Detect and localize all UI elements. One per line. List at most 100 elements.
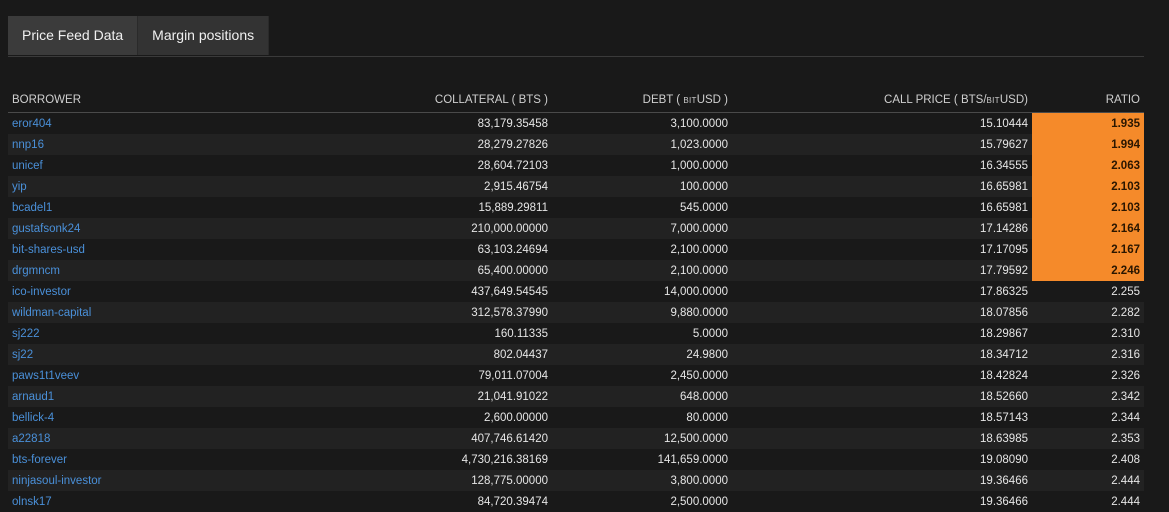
ratio-cell: 2.103 xyxy=(1032,176,1144,197)
table-row: a22818 407,746.61420 12,500.0000 18.63985 2.… xyxy=(8,428,1144,449)
debt-cell: 648.0000 xyxy=(552,386,732,407)
borrower-link[interactable]: bit-shares-usd xyxy=(12,243,85,256)
borrower-link[interactable]: unicef xyxy=(12,159,43,172)
tab-price-feed-data[interactable]: Price Feed Data xyxy=(8,16,139,55)
borrower-cell: ninjasoul-investor xyxy=(8,470,208,491)
debt-cell: 1,000.0000 xyxy=(670,159,728,172)
borrower-link[interactable]: olnsk17 xyxy=(12,495,52,508)
borrower-cell: nnp16 xyxy=(8,134,208,155)
collateral-cell: 28,279.27826 xyxy=(208,134,552,155)
borrower-link[interactable]: sj222 xyxy=(12,327,40,340)
table-row: nnp16 28,279.27826 1,023.0000 15.79627 1.994 xyxy=(8,134,1144,155)
collateral-cell: 83,179.35458 xyxy=(477,117,548,130)
ratio-cell: 1.935 xyxy=(1032,112,1144,134)
table-row: yip 2,915.46754 100.0000 16.65981 2.103 xyxy=(8,176,1144,197)
collateral-cell: 312,578.37990 xyxy=(208,302,552,323)
collateral-cell: 21,041.91022 xyxy=(208,386,552,407)
borrower-link[interactable]: paws1t1veev xyxy=(12,369,80,382)
borrower-link[interactable]: bellick-4 xyxy=(12,411,55,424)
borrower-link[interactable]: a22818 xyxy=(12,432,51,445)
debt-cell: 141,659.0000 xyxy=(657,453,728,466)
ratio-cell: 1.994 xyxy=(1032,134,1144,155)
borrower-cell: ico-investor xyxy=(8,281,208,302)
collateral-cell: 84,720.39474 xyxy=(477,495,548,508)
borrower-cell: wildman-capital xyxy=(8,302,208,323)
borrower-cell: bit-shares-usd xyxy=(8,239,208,260)
debt-cell: 2,450.0000 xyxy=(670,369,728,382)
borrower-cell: a22818 xyxy=(8,428,208,449)
table-row: bcadel1 15,889.29811 545.0000 16.65981 2.103 xyxy=(8,197,1144,218)
table-row: bellick-4 2,600.00000 80.0000 18.57143 2.344 xyxy=(8,407,1144,428)
borrower-link[interactable]: gustafsonk24 xyxy=(12,222,81,235)
ratio-cell: 2.444 xyxy=(1111,495,1140,508)
header-call-price[interactable]: CALL PRICE ( BTS/BITUSD) xyxy=(732,88,1032,113)
call-price-cell: 16.65981 xyxy=(980,201,1028,214)
borrower-link[interactable]: ninjasoul-investor xyxy=(12,474,102,487)
table-row: ninjasoul-investor 128,775.00000 3,800.000… xyxy=(8,470,1144,491)
header-call-small: BIT xyxy=(986,96,1000,105)
header-debt-suffix: USD ) xyxy=(696,94,728,106)
call-price-cell: 17.14286 xyxy=(732,218,1032,239)
table-header-row: BORROWER COLLATERAL ( BTS ) DEBT ( BITUS… xyxy=(8,88,1144,113)
ratio-cell: 2.408 xyxy=(1111,453,1140,466)
header-borrower[interactable]: BORROWER xyxy=(8,88,208,113)
debt-cell: 5.0000 xyxy=(692,327,728,340)
ratio-cell: 2.164 xyxy=(1032,218,1144,239)
borrower-link[interactable]: nnp16 xyxy=(12,138,44,151)
ratio-cell: 2.167 xyxy=(1032,239,1144,260)
debt-cell: 100.0000 xyxy=(552,176,732,197)
ratio-cell: 2.063 xyxy=(1032,155,1144,176)
ratio-cell: 2.103 xyxy=(1032,197,1144,218)
tab-margin-positions[interactable]: Margin positions xyxy=(138,16,270,55)
ratio-cell: 2.282 xyxy=(1032,302,1144,323)
table-row: arnaud1 21,041.91022 648.0000 18.52660 2.342 xyxy=(8,386,1144,407)
call-price-cell: 19.36466 xyxy=(980,495,1028,508)
borrower-cell: arnaud1 xyxy=(8,386,208,407)
collateral-cell: 65,400.00000 xyxy=(208,260,552,281)
collateral-cell: 160.11335 xyxy=(494,327,548,340)
ratio-cell: 2.353 xyxy=(1032,428,1144,449)
borrower-link[interactable]: yip xyxy=(12,180,27,193)
table-row: gustafsonk24 210,000.00000 7,000.0000 17.14… xyxy=(8,218,1144,239)
debt-cell: 3,100.0000 xyxy=(670,117,728,130)
borrower-cell: bcadel1 xyxy=(8,197,208,218)
collateral-cell: 802.04437 xyxy=(208,344,552,365)
borrower-cell: gustafsonk24 xyxy=(8,218,208,239)
borrower-link[interactable]: sj22 xyxy=(12,348,34,361)
call-price-cell: 19.08090 xyxy=(980,453,1028,466)
ratio-cell: 2.246 xyxy=(1032,260,1144,281)
table-row: paws1t1veev 79,011.07004 2,450.0000 18.4282… xyxy=(8,365,1144,386)
debt-cell: 12,500.0000 xyxy=(552,428,732,449)
debt-cell: 24.9800 xyxy=(552,344,732,365)
borrower-link[interactable]: eror404 xyxy=(12,117,52,130)
call-price-cell: 18.07856 xyxy=(732,302,1032,323)
debt-cell: 2,100.0000 xyxy=(670,243,728,256)
borrower-cell: bts-forever xyxy=(8,449,208,470)
debt-cell: 9,880.0000 xyxy=(552,302,732,323)
borrower-link[interactable]: wildman-capital xyxy=(12,306,92,319)
borrower-link[interactable]: bts-forever xyxy=(12,453,67,466)
header-debt-prefix: DEBT ( xyxy=(642,94,684,106)
header-ratio[interactable]: RATIO xyxy=(1032,88,1144,113)
table-row: sj22 802.04437 24.9800 18.34712 2.316 xyxy=(8,344,1144,365)
header-collateral[interactable]: COLLATERAL ( BTS ) xyxy=(208,88,552,113)
borrower-link[interactable]: drgmncm xyxy=(12,264,60,277)
collateral-cell: 407,746.61420 xyxy=(208,428,552,449)
borrower-link[interactable]: bcadel1 xyxy=(12,201,53,214)
call-price-cell: 17.17095 xyxy=(980,243,1028,256)
call-price-cell: 18.34712 xyxy=(732,344,1032,365)
call-price-cell: 18.42824 xyxy=(980,369,1028,382)
call-price-cell: 18.52660 xyxy=(732,386,1032,407)
call-price-cell: 18.63985 xyxy=(732,428,1032,449)
call-price-cell: 16.34555 xyxy=(980,159,1028,172)
collateral-cell: 4,730,216.38169 xyxy=(461,453,548,466)
borrower-cell: yip xyxy=(8,176,208,197)
borrower-link[interactable]: arnaud1 xyxy=(12,390,55,403)
collateral-cell: 128,775.00000 xyxy=(208,470,552,491)
borrower-link[interactable]: ico-investor xyxy=(12,285,71,298)
margin-positions-table: BORROWER COLLATERAL ( BTS ) DEBT ( BITUS… xyxy=(8,88,1144,512)
header-debt[interactable]: DEBT ( BITUSD ) xyxy=(552,88,732,113)
ratio-cell: 2.316 xyxy=(1032,344,1144,365)
collateral-cell: 63,103.24694 xyxy=(477,243,548,256)
borrower-cell: olnsk17 xyxy=(8,491,208,512)
